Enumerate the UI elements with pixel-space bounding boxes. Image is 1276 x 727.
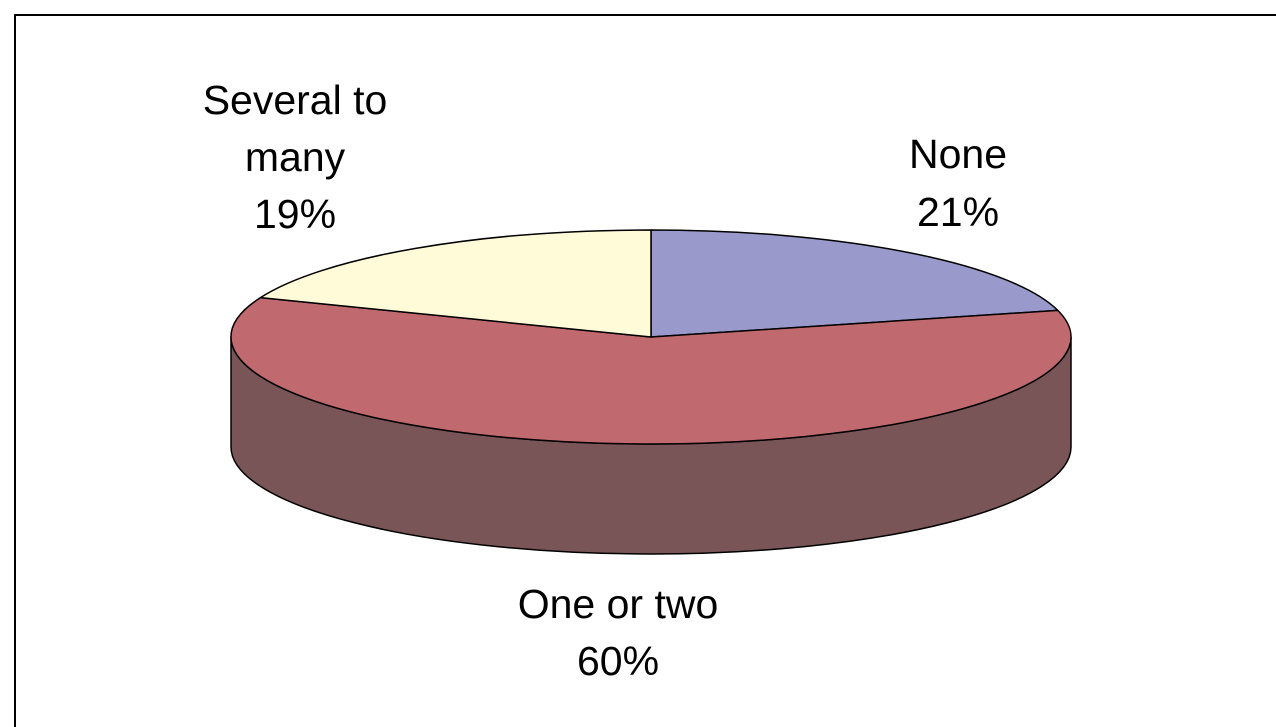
pie-slices (230, 229, 1072, 445)
slice-pct-several: 19% (254, 191, 336, 237)
slice-label-one-or-two: One or two (518, 581, 719, 627)
slice-pct-one-or-two: 60% (577, 638, 659, 684)
slice-pct-none: 21% (917, 189, 999, 235)
pie-slice-0 (650, 229, 1059, 338)
pie-slice-2 (259, 229, 652, 338)
slice-label-several-line2: many (245, 134, 346, 180)
slice-label-none: None (909, 131, 1007, 177)
pie-slice-1 (230, 296, 1072, 445)
slice-label-several-line1: Several to (203, 77, 388, 123)
